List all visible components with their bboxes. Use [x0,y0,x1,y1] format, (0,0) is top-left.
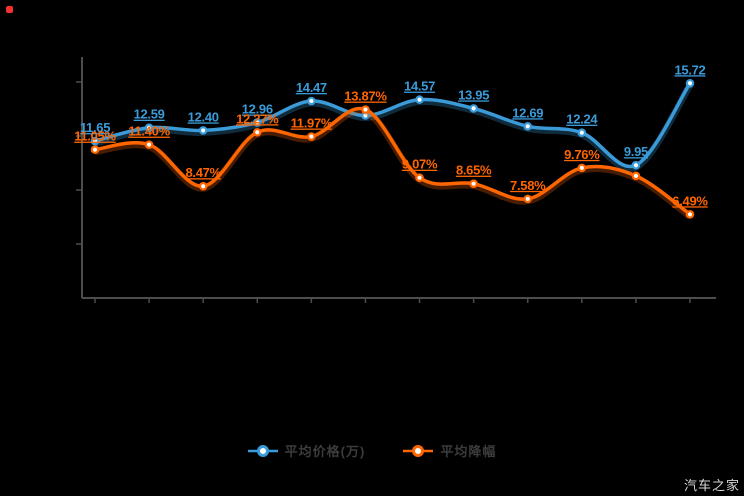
data-point [631,160,641,170]
data-point [469,104,478,113]
data-label: 11.65 [80,120,110,135]
data-label: 7.58% [510,178,546,193]
data-point [307,96,316,106]
blue-line-marker-icon [247,444,278,457]
data-point [415,95,424,104]
data-point [90,145,100,154]
data-point [577,128,587,137]
data-label: 12.40 [188,109,219,124]
data-label: 11.97% [291,116,333,131]
chart-legend: 平均价格(万) 平均降幅 [0,441,744,460]
data-point [523,122,533,131]
data-point [361,105,370,114]
data-point [90,136,100,146]
data-point [577,163,587,173]
data-point [252,118,262,127]
legend-label-average-price: 平均价格(万) [284,444,366,459]
data-point [415,173,424,183]
data-point [144,123,154,133]
data-point [198,181,208,191]
data-point [307,132,316,141]
data-label: 12.27% [236,111,279,126]
series-line-1 [93,106,692,217]
data-label: 12.69 [512,105,543,120]
series-glow-1 [94,107,693,220]
data-label: 12.24 [566,112,598,127]
legend-item-average-discount[interactable]: 平均降幅 [403,441,496,460]
legend-label-average-discount: 平均降幅 [440,444,497,459]
data-label: 13.87% [344,89,387,104]
legend-item-average-price[interactable]: 平均价格(万) [247,441,366,460]
data-label: 14.47 [296,80,327,95]
orange-line-marker-icon [403,444,434,457]
series-line-0 [93,81,692,169]
data-label: 8.65% [456,163,492,178]
data-point [144,140,154,149]
data-label: 15.72 [674,62,705,77]
series-glow-0 [94,83,693,172]
data-label: 12.59 [134,107,165,122]
data-label: 9.76% [564,147,600,162]
data-label: 14.57 [404,79,435,94]
data-label: 11.05% [74,129,116,144]
data-point [631,171,641,181]
data-point [252,127,262,137]
data-label: 12.96 [242,101,273,116]
data-label: 8.47% [185,165,221,180]
red-indicator-dot [6,6,13,13]
data-label: 6.49% [672,193,708,208]
data-label: 9.07% [402,157,438,172]
data-label: 11.40% [128,124,170,139]
data-point [523,194,533,204]
data-point [685,210,695,219]
data-label: 13.95 [458,87,489,102]
data-point [198,126,208,135]
autohome-watermark: 汽车之家 [683,478,740,493]
data-label: 9.95 [624,144,648,159]
data-point [685,78,695,88]
data-point [469,179,478,188]
